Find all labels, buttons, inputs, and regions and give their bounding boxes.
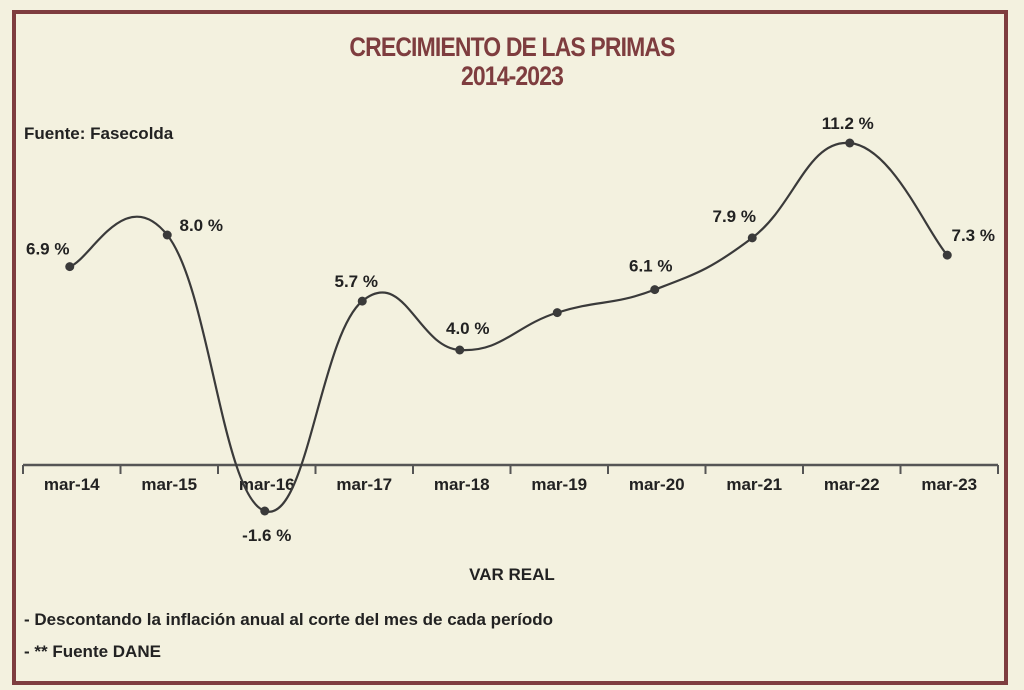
data-point [357, 296, 367, 306]
chart-source: Fuente: Fasecolda [24, 124, 174, 143]
series-label: VAR REAL [469, 565, 555, 584]
data-label: 8.0 % [180, 216, 223, 235]
chart-title: CRECIMIENTO DE LAS PRIMAS [349, 32, 675, 62]
data-point [260, 506, 270, 516]
x-tick-label: mar-23 [921, 475, 977, 494]
data-label: 7.3 % [952, 226, 995, 245]
data-point [650, 285, 660, 295]
note-inflation: - Descontando la inflación anual al cort… [24, 610, 554, 629]
chart-subtitle: 2014-2023 [460, 61, 564, 91]
data-point [845, 138, 855, 148]
x-tick-label: mar-16 [239, 475, 295, 494]
x-tick-label: mar-19 [531, 475, 587, 494]
chart-frame [12, 10, 1008, 685]
data-point [552, 308, 562, 318]
note-dane: - ** Fuente DANE [24, 642, 161, 661]
data-point [747, 233, 757, 243]
data-label: -1.6 % [242, 526, 291, 545]
x-tick-label: mar-21 [726, 475, 782, 494]
x-tick-label: mar-22 [824, 475, 880, 494]
data-label: 4.0 % [446, 319, 489, 338]
data-label: 6.9 % [26, 240, 69, 259]
x-tick-label: mar-15 [141, 475, 197, 494]
series-line-var-real [69, 141, 949, 513]
x-tick-label: mar-18 [434, 475, 490, 494]
data-point [162, 230, 172, 240]
data-point [455, 345, 465, 355]
x-tick-label: mar-20 [629, 475, 685, 494]
x-tick-label: mar-17 [336, 475, 392, 494]
data-label: 6.1 % [629, 257, 672, 276]
data-label: 7.9 % [713, 207, 756, 226]
data-point [942, 250, 952, 260]
data-label: 5.7 % [335, 272, 378, 291]
data-label: 11.2 % [822, 114, 874, 133]
data-point [65, 262, 75, 272]
x-tick-label: mar-14 [44, 475, 100, 494]
